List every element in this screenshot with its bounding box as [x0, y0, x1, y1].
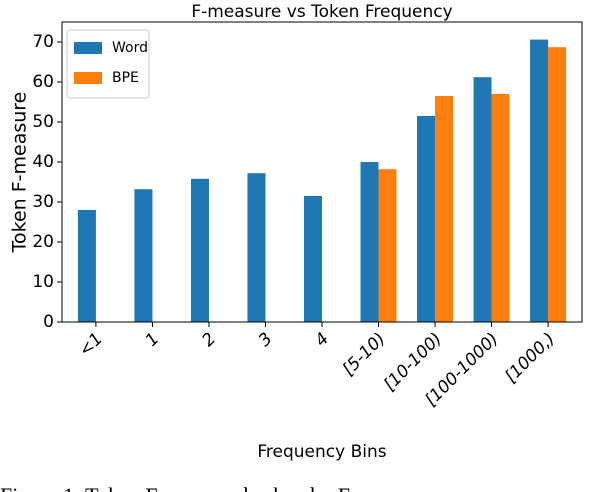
x-tick-label: 3 — [255, 329, 277, 351]
bar — [435, 96, 454, 322]
bar — [134, 189, 153, 322]
x-tick-label: <1 — [75, 329, 107, 361]
x-tick-label: 1 — [142, 329, 164, 351]
y-tick-label: 0 — [43, 312, 54, 332]
caption: Figure 1: Token F-measure broken by Freq… — [0, 483, 431, 492]
y-tick-label: 60 — [32, 72, 54, 92]
x-tick-label: [1000,) — [501, 329, 559, 387]
x-tick-label: [5-10) — [339, 329, 390, 380]
y-tick-label: 10 — [32, 272, 54, 292]
bar — [530, 39, 549, 322]
plot-frame — [61, 21, 583, 323]
x-tick-label: 2 — [198, 329, 220, 351]
bar — [473, 77, 492, 322]
x-tick-label: 4 — [311, 329, 333, 351]
bar — [360, 162, 379, 322]
y-tick-label: 40 — [32, 152, 54, 172]
legend-label: Word — [112, 40, 148, 56]
bar — [378, 169, 397, 322]
chart-title: F-measure vs Token Frequency — [191, 2, 452, 22]
bar — [247, 173, 266, 322]
y-tick-label: 20 — [32, 232, 54, 252]
bar — [77, 210, 96, 322]
bar — [491, 94, 510, 322]
bar — [548, 47, 567, 322]
x-axis-label: Frequency Bins — [257, 442, 386, 462]
legend-swatch — [74, 72, 102, 84]
bar — [304, 196, 322, 322]
legend: Word BPE — [66, 29, 150, 99]
bar — [190, 178, 209, 322]
y-tick-label: 70 — [32, 32, 54, 52]
y-tick-label: 30 — [32, 192, 54, 212]
bar — [417, 116, 436, 322]
legend-label: BPE — [112, 70, 139, 86]
legend-swatch — [74, 42, 102, 54]
y-tick-label: 50 — [32, 112, 54, 132]
y-axis-label: Token F-measure — [9, 92, 31, 254]
